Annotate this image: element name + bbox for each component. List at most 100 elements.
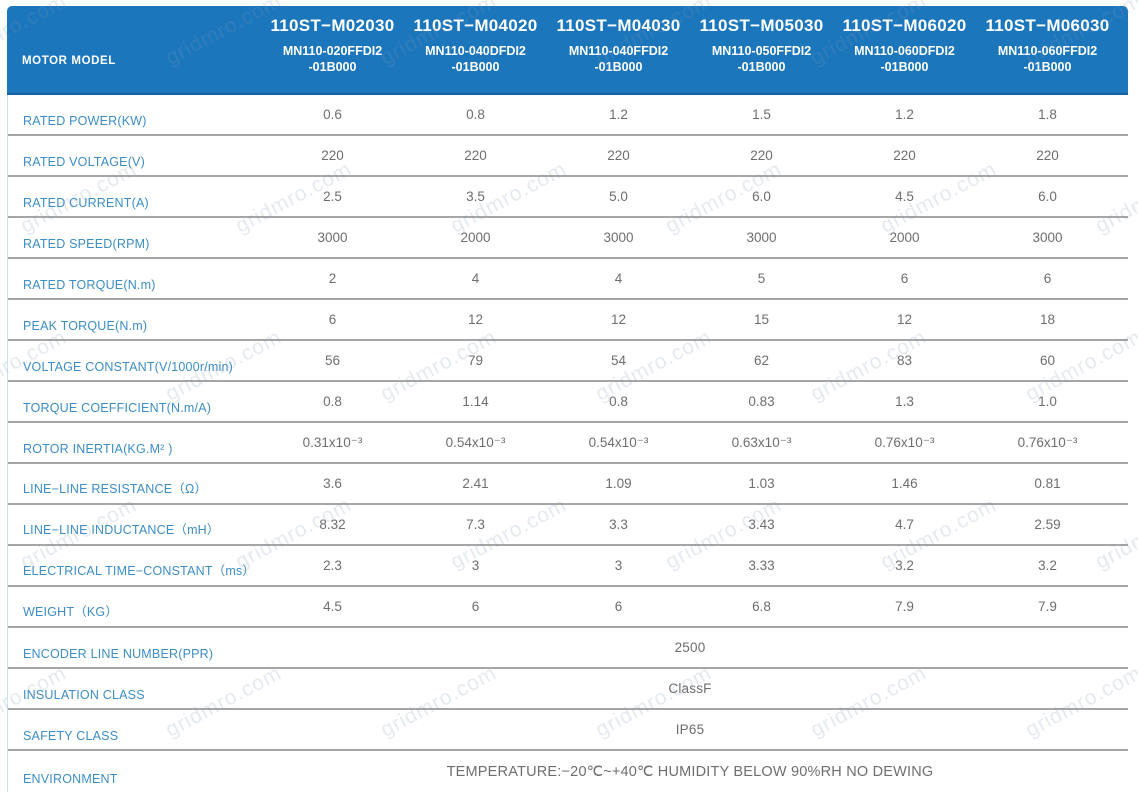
cell-value: 4.5 bbox=[323, 599, 342, 614]
cell-value: 0.31x10⁻³ bbox=[302, 434, 363, 450]
table-header: MOTOR MODEL 110ST−M02030 MN110-020FFDI2 … bbox=[7, 6, 1128, 95]
cell-value: 3 bbox=[471, 558, 480, 573]
cell-value: 3.33 bbox=[748, 558, 775, 573]
cell-value: 3000 bbox=[1032, 230, 1063, 245]
cell-value: 2 bbox=[328, 271, 337, 286]
part-number-line2: -01B000 bbox=[308, 60, 357, 75]
table-row: PEAK TORQUE(N.m) 6 12 12 15 12 18 bbox=[8, 300, 1128, 341]
cell-value: 2.41 bbox=[462, 476, 489, 491]
model-name: 110ST−M06020 bbox=[842, 16, 967, 35]
cell-value: 7.3 bbox=[466, 517, 485, 532]
row-label: PEAK TORQUE(N.m) bbox=[23, 319, 148, 333]
cell-value: 1.3 bbox=[895, 394, 914, 409]
part-number-line1: MN110-040DFDI2 bbox=[425, 44, 526, 58]
cell-value: 0.76x10⁻³ bbox=[1017, 434, 1078, 450]
row-label: WEIGHT（KG） bbox=[23, 605, 119, 619]
part-number-line1: MN110-020FFDI2 bbox=[282, 44, 383, 58]
cell-value: 2000 bbox=[889, 230, 920, 245]
cell-value: 6 bbox=[614, 599, 623, 614]
cell-value: 8.32 bbox=[319, 517, 346, 532]
cell-value: 3000 bbox=[317, 230, 348, 245]
cell-value: 6 bbox=[328, 312, 337, 327]
cell-value: 2.3 bbox=[323, 558, 342, 573]
part-number-line2: -01B000 bbox=[451, 60, 500, 75]
cell-value: 4.7 bbox=[895, 517, 914, 532]
row-label: VOLTAGE CONSTANT(V/1000r/min) bbox=[23, 360, 234, 374]
cell-value: 2.5 bbox=[323, 189, 342, 204]
cell-value: 12 bbox=[896, 312, 913, 327]
table-body: RATED POWER(KW) 0.6 0.8 1.2 1.5 1.2 1.8 … bbox=[7, 95, 1128, 792]
cell-value: 1.8 bbox=[1038, 107, 1057, 122]
cell-value: 60 bbox=[1039, 353, 1056, 368]
motor-model-header-label: MOTOR MODEL bbox=[22, 54, 116, 67]
span-cell-value: ClassF bbox=[668, 681, 712, 696]
cell-value: 220 bbox=[607, 148, 630, 163]
cell-value: 1.0 bbox=[1038, 394, 1057, 409]
column-header: 110ST−M02030 MN110-020FFDI2 -01B000 bbox=[261, 6, 404, 93]
cell-value: 4.5 bbox=[895, 189, 914, 204]
row-label: RATED VOLTAGE(V) bbox=[23, 155, 145, 169]
row-label: ROTOR INERTIA(KG.M² ) bbox=[23, 442, 173, 456]
row-label: RATED SPEED(RPM) bbox=[23, 237, 150, 251]
cell-value: 0.76x10⁻³ bbox=[874, 434, 935, 450]
cell-value: 1.5 bbox=[752, 107, 771, 122]
table-row: RATED CURRENT(A) 2.5 3.5 5.0 6.0 4.5 6.0 bbox=[8, 177, 1128, 218]
cell-value: 7.9 bbox=[1038, 599, 1057, 614]
table-row: LINE−LINE RESISTANCE（Ω） 3.6 2.41 1.09 1.… bbox=[8, 464, 1128, 505]
cell-value: 6.8 bbox=[752, 599, 771, 614]
cell-value: 4 bbox=[614, 271, 623, 286]
table-row: WEIGHT（KG） 4.5 6 6 6.8 7.9 7.9 bbox=[8, 587, 1128, 628]
row-label: TORQUE COEFFICIENT(N.m/A) bbox=[23, 401, 212, 415]
cell-value: 4 bbox=[471, 271, 480, 286]
cell-value: 83 bbox=[896, 353, 913, 368]
model-name: 110ST−M06030 bbox=[985, 16, 1110, 35]
cell-value: 3.43 bbox=[748, 517, 775, 532]
table-row: RATED TORQUE(N.m) 2 4 4 5 6 6 bbox=[8, 259, 1128, 300]
cell-value: 18 bbox=[1039, 312, 1056, 327]
cell-value: 6.0 bbox=[752, 189, 771, 204]
table-row: TORQUE COEFFICIENT(N.m/A) 0.8 1.14 0.8 0… bbox=[8, 382, 1128, 423]
cell-value: 3000 bbox=[746, 230, 777, 245]
cell-value: 56 bbox=[324, 353, 341, 368]
cell-value: 0.81 bbox=[1034, 476, 1061, 491]
cell-value: 1.46 bbox=[891, 476, 918, 491]
row-label: INSULATION CLASS bbox=[23, 688, 145, 702]
part-number-line2: -01B000 bbox=[1023, 60, 1072, 75]
cell-value: 220 bbox=[750, 148, 773, 163]
table-row: RATED VOLTAGE(V) 220 220 220 220 220 220 bbox=[8, 136, 1128, 177]
cell-value: 15 bbox=[753, 312, 770, 327]
model-name: 110ST−M04020 bbox=[413, 16, 538, 35]
table-row: SAFETY CLASS IP65 bbox=[8, 710, 1128, 751]
row-label: LINE−LINE INDUCTANCE（mH） bbox=[23, 523, 220, 537]
cell-value: 3.5 bbox=[466, 189, 485, 204]
part-number-line1: MN110-060FFDI2 bbox=[997, 44, 1098, 58]
cell-value: 0.54x10⁻³ bbox=[445, 434, 506, 450]
model-name: 110ST−M04030 bbox=[556, 16, 681, 35]
cell-value: 1.2 bbox=[609, 107, 628, 122]
cell-value: 1.03 bbox=[748, 476, 775, 491]
cell-value: 1.2 bbox=[895, 107, 914, 122]
row-label: RATED CURRENT(A) bbox=[23, 196, 149, 210]
row-label: LINE−LINE RESISTANCE（Ω） bbox=[23, 482, 208, 496]
model-part-number: MN110-020FFDI2 -01B000 bbox=[283, 43, 382, 76]
cell-value: 79 bbox=[467, 353, 484, 368]
cell-value: 3000 bbox=[603, 230, 634, 245]
cell-value: 0.54x10⁻³ bbox=[588, 434, 649, 450]
spec-sheet: MOTOR MODEL 110ST−M02030 MN110-020FFDI2 … bbox=[7, 6, 1128, 792]
cell-value: 220 bbox=[1036, 148, 1059, 163]
cell-value: 3.2 bbox=[895, 558, 914, 573]
cell-value: 0.8 bbox=[609, 394, 628, 409]
model-name: 110ST−M02030 bbox=[270, 16, 395, 35]
table-row: ENVIRONMENT TEMPERATURE:−20℃~+40℃ HUMIDI… bbox=[8, 751, 1128, 792]
cell-value: 6 bbox=[1043, 271, 1052, 286]
model-part-number: MN110-050FFDI2 -01B000 bbox=[712, 43, 811, 76]
column-header: 110ST−M06030 MN110-060FFDI2 -01B000 bbox=[976, 6, 1119, 93]
row-label: SAFETY CLASS bbox=[23, 729, 119, 743]
column-header: 110ST−M06020 MN110-060DFDI2 -01B000 bbox=[833, 6, 976, 93]
cell-value: 2.59 bbox=[1034, 517, 1061, 532]
part-number-line2: -01B000 bbox=[880, 60, 929, 75]
cell-value: 2000 bbox=[460, 230, 491, 245]
cell-value: 54 bbox=[610, 353, 627, 368]
model-part-number: MN110-040DFDI2 -01B000 bbox=[425, 43, 526, 76]
table-row: INSULATION CLASS ClassF bbox=[8, 669, 1128, 710]
